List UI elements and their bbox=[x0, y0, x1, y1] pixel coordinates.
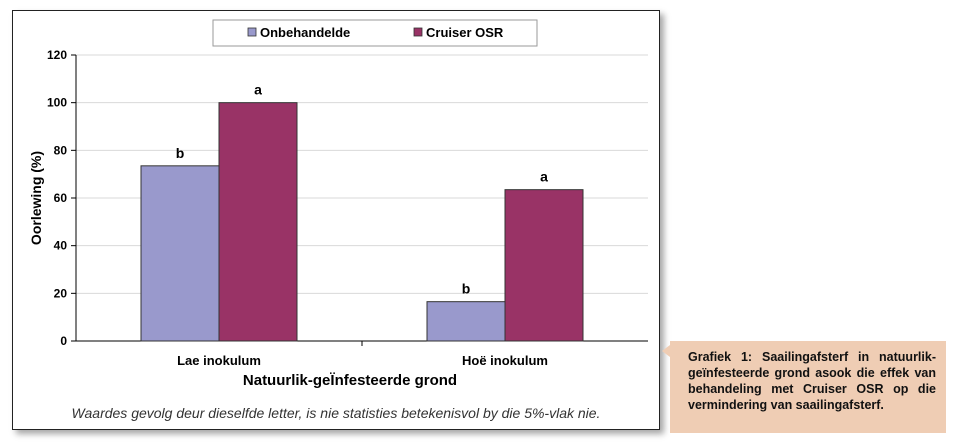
y-tick-label: 120 bbox=[47, 48, 67, 62]
bar bbox=[218, 102, 298, 342]
significance-letter: b bbox=[462, 281, 471, 297]
legend-box bbox=[212, 19, 538, 47]
bar bbox=[140, 165, 220, 342]
legend-swatch bbox=[413, 27, 423, 37]
y-tick-label: 40 bbox=[54, 239, 68, 253]
x-tick-label: Hoë inokulum bbox=[462, 353, 548, 368]
significance-letter: a bbox=[254, 82, 262, 98]
legend-label: Cruiser OSR bbox=[426, 25, 504, 40]
x-tick-label: Lae inokulum bbox=[177, 353, 261, 368]
y-tick-label: 80 bbox=[54, 143, 68, 157]
y-axis-title: Oorlewing (%) bbox=[28, 151, 44, 245]
caption-pointer bbox=[662, 345, 670, 357]
significance-letter: b bbox=[176, 145, 185, 161]
x-axis-title: Natuurlik-geÏnfesteerde grond bbox=[243, 372, 457, 389]
y-tick-label: 60 bbox=[54, 191, 68, 205]
legend-swatch bbox=[247, 27, 257, 37]
y-tick-label: 100 bbox=[47, 96, 67, 110]
bar bbox=[504, 189, 584, 342]
figure-caption: Grafiek 1: Saailingafsterf in natuurlik-… bbox=[688, 350, 936, 412]
bar-chart: 0 20 40 60 80 100 120 b a Lae inokulum b a Hoë inoku… bbox=[28, 19, 648, 389]
significance-note: Waardes gevolg deur dieselfde letter, is… bbox=[71, 405, 601, 421]
significance-letter: a bbox=[540, 169, 548, 185]
figure-caption-box: Grafiek 1: Saailingafsterf in natuurlik-… bbox=[670, 341, 946, 433]
chart-frame: 0 20 40 60 80 100 120 b a Lae inokulum b a Hoë inoku… bbox=[12, 10, 660, 430]
bar bbox=[426, 301, 506, 342]
legend-label: Onbehandelde bbox=[260, 25, 350, 40]
y-tick-label: 20 bbox=[54, 286, 68, 300]
y-tick-label: 0 bbox=[60, 334, 67, 348]
